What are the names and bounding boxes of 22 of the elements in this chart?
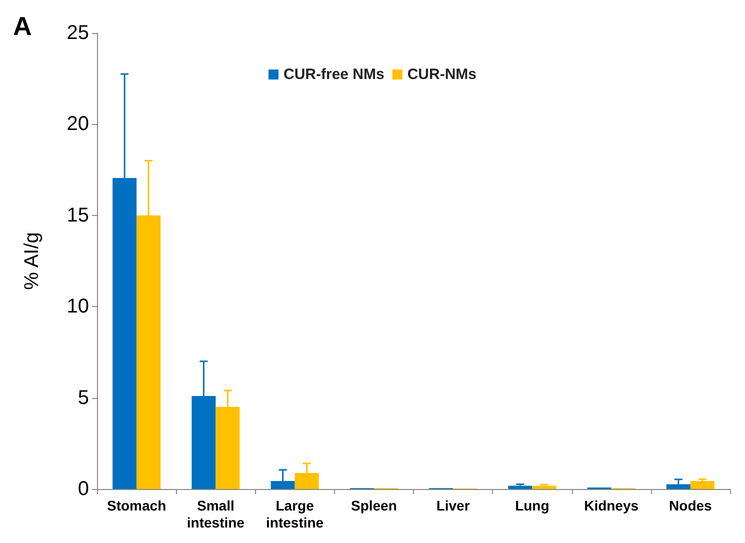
x-tick-label: Small intestine [186,498,245,530]
legend-label: CUR-NMs [407,66,477,83]
y-tick-label: 10 [66,296,89,318]
y-tick-label: 15 [66,204,89,226]
x-tick-label: Spleen [350,498,397,514]
bar [532,486,556,489]
y-tick-label: 5 [78,386,89,409]
legend-label: CUR-free NMs [283,66,384,83]
y-tick-label: 20 [66,113,89,136]
x-tick-label: Large intestine [266,498,324,530]
y-tick-label: 25 [66,22,89,44]
bar [508,486,532,489]
chart-title: A [13,11,32,41]
y-axis-title: % AI/g [21,232,43,290]
x-tick-label: Kidneys [584,498,639,514]
y-tick-label: 0 [78,478,89,500]
x-tick-label: Stomach [107,498,166,514]
bar [666,484,690,489]
x-tick-label: Liver [436,498,470,514]
x-tick-label: Nodes [669,498,712,514]
bar [690,480,714,489]
x-tick-label: Lung [515,498,550,514]
